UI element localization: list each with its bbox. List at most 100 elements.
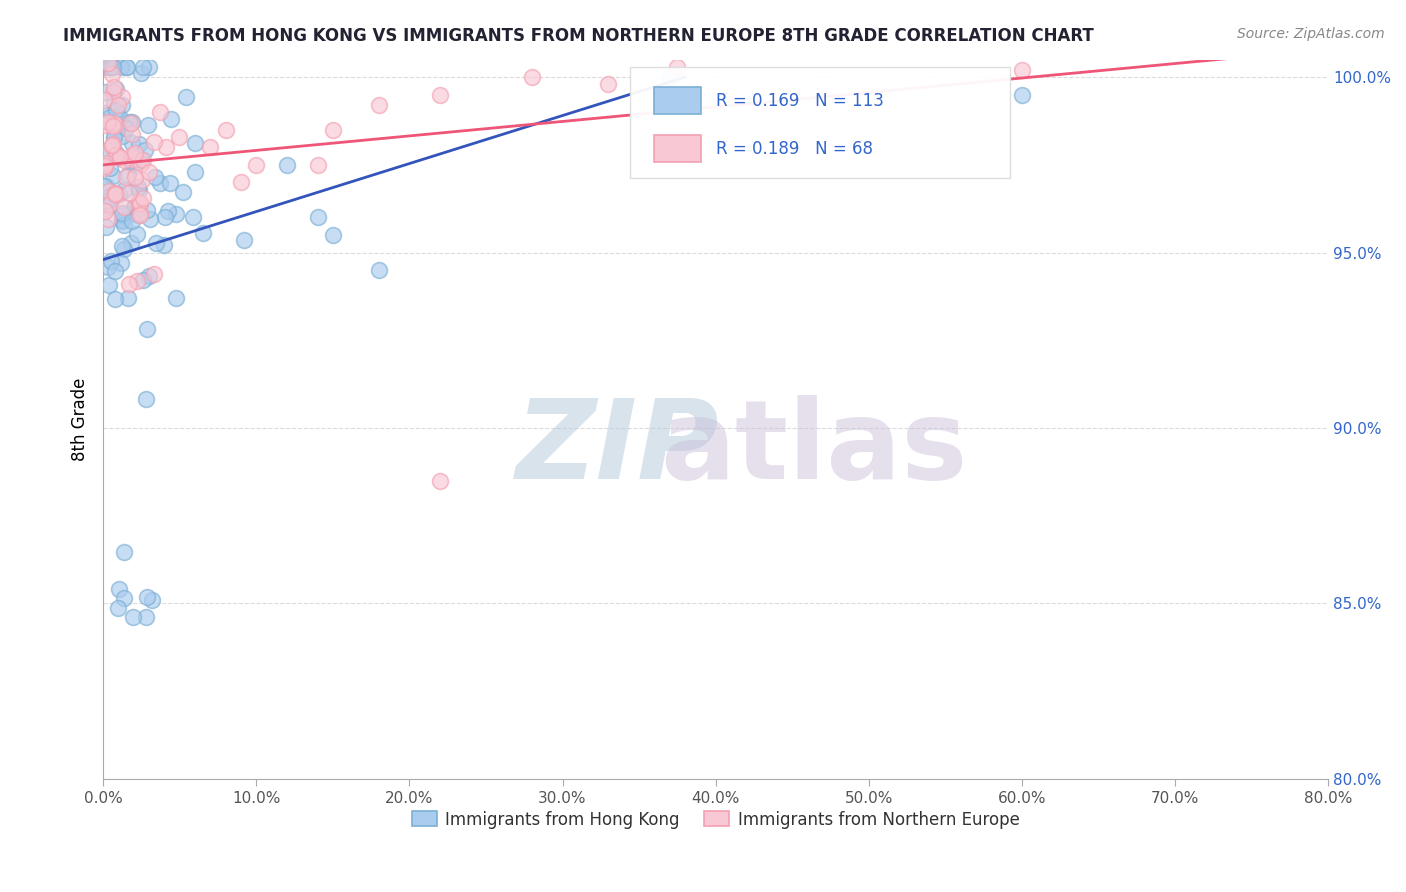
Point [307, 211, 329, 225]
Point [155, 210, 177, 224]
Point [103, 129, 125, 144]
Point [120, 116, 142, 130]
Point [520, 70, 543, 84]
Point [94, 118, 117, 132]
Point [129, 196, 152, 211]
Point [110, 256, 132, 270]
Point [93, 178, 115, 193]
Point [101, 137, 124, 152]
Point [112, 153, 135, 168]
Point [125, 274, 148, 288]
Point [141, 592, 163, 607]
Point [138, 269, 160, 284]
Point [121, 157, 143, 171]
Point [96, 156, 118, 170]
Point [108, 186, 131, 201]
Point [105, 146, 128, 161]
Point [103, 115, 125, 129]
Point [104, 118, 127, 132]
Point [135, 590, 157, 604]
Point [98, 197, 121, 211]
Point [94, 60, 117, 74]
Point [97, 198, 120, 212]
Point [122, 200, 145, 214]
Point [172, 186, 194, 200]
Point [100, 140, 122, 154]
Point [129, 157, 152, 171]
Point [97, 56, 120, 70]
Point [658, 70, 681, 84]
Point [111, 212, 134, 227]
Point [121, 136, 143, 150]
Point [101, 86, 124, 100]
Point [121, 214, 143, 228]
Point [367, 263, 389, 277]
Point [129, 66, 152, 80]
Text: atlas: atlas [659, 394, 967, 501]
Point [128, 183, 150, 197]
Point [111, 98, 134, 112]
Point [128, 137, 150, 152]
Point [121, 235, 143, 250]
Point [93, 94, 115, 108]
Point [127, 202, 149, 216]
Point [167, 130, 190, 145]
Point [132, 60, 155, 74]
Point [103, 131, 125, 145]
Point [111, 129, 134, 144]
Point [105, 82, 128, 96]
Point [103, 95, 125, 110]
Point [104, 148, 127, 162]
Point [135, 392, 157, 407]
Point [96, 219, 118, 234]
Point [128, 195, 150, 210]
Point [97, 60, 120, 74]
Point [121, 114, 143, 128]
Point [666, 60, 689, 74]
Point [132, 273, 155, 287]
Point [307, 158, 329, 172]
Bar [654, 135, 702, 162]
Text: R = 0.189   N = 68: R = 0.189 N = 68 [716, 139, 873, 158]
Point [134, 143, 156, 157]
Point [108, 150, 131, 164]
Y-axis label: 8th Grade: 8th Grade [72, 377, 89, 461]
Point [155, 140, 177, 154]
Point [138, 165, 160, 179]
Point [276, 158, 298, 172]
Point [98, 184, 121, 198]
Point [100, 253, 122, 268]
Point [112, 201, 135, 215]
Point [184, 165, 207, 179]
Point [93, 161, 115, 176]
Text: Source: ZipAtlas.com: Source: ZipAtlas.com [1237, 27, 1385, 41]
Point [111, 214, 134, 228]
Point [111, 208, 134, 222]
Point [98, 60, 121, 74]
Point [110, 60, 132, 74]
Point [143, 267, 166, 281]
Point [96, 194, 118, 208]
Point [132, 191, 155, 205]
Point [145, 236, 167, 251]
Point [124, 170, 146, 185]
Point [136, 118, 159, 132]
Point [107, 601, 129, 615]
Point [143, 135, 166, 149]
Point [110, 150, 132, 164]
Point [1011, 63, 1033, 78]
Point [93, 85, 115, 99]
Point [191, 226, 214, 240]
Point [121, 148, 143, 162]
Point [100, 193, 122, 207]
Point [181, 210, 204, 224]
Point [111, 238, 134, 252]
Point [135, 322, 157, 336]
Point [128, 207, 150, 221]
Point [101, 67, 124, 81]
Point [115, 60, 138, 74]
Point [127, 179, 149, 194]
Point [101, 169, 124, 184]
Point [115, 60, 138, 74]
Point [200, 140, 222, 154]
